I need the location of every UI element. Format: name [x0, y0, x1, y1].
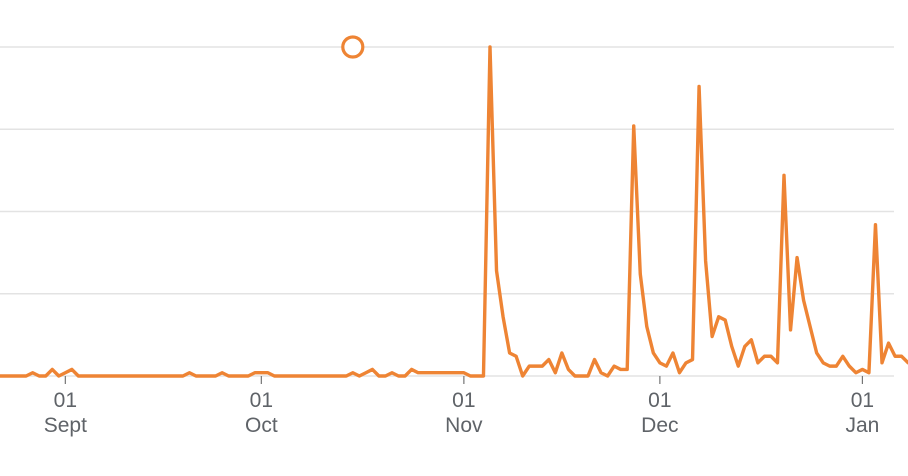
x-tick-label-month: Oct — [245, 414, 278, 437]
x-tick-label-day: 01 — [54, 389, 77, 412]
x-tick-label-month: Nov — [445, 414, 483, 437]
series-layer — [0, 35, 908, 378]
gridlines — [0, 46, 894, 377]
x-tick-label-month: Dec — [641, 414, 678, 437]
peak-point-marker[interactable] — [341, 35, 365, 59]
series-line — [0, 45, 908, 378]
x-tick-label-month: Sept — [44, 414, 87, 437]
x-tick-label-day: 01 — [250, 389, 273, 412]
x-tick-label-month: Jan — [845, 414, 879, 437]
x-tick-label-day: 01 — [851, 389, 874, 412]
x-tick-label-day: 01 — [452, 389, 475, 412]
x-tick-label-day: 01 — [648, 389, 671, 412]
